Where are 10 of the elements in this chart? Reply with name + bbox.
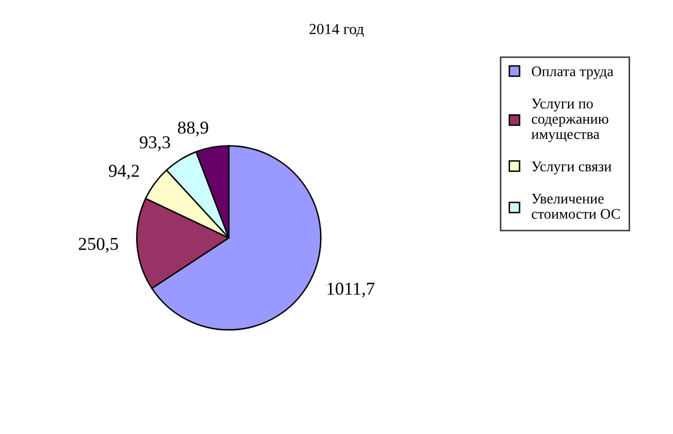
legend-label: Оплата труда xyxy=(532,66,614,80)
legend-label: Увеличение стоимости ОС xyxy=(532,194,620,219)
data-label: 88,9 xyxy=(178,122,208,136)
data-label: 250,5 xyxy=(78,238,118,253)
legend-label: Услуги по содержанию имущества xyxy=(531,98,608,142)
data-label: 94,2 xyxy=(108,164,139,180)
data-label: 93,3 xyxy=(140,136,170,152)
chart-title: 2014 год xyxy=(310,24,364,38)
legend-label: Услуги связи xyxy=(532,162,612,174)
data-label: 1011,7 xyxy=(328,282,374,298)
